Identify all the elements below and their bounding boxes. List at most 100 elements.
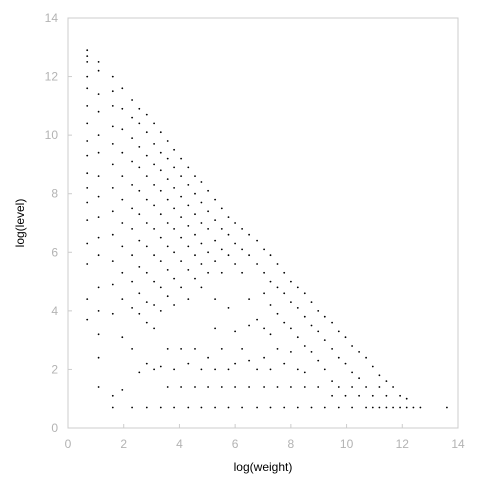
data-point xyxy=(385,394,388,397)
data-point xyxy=(283,271,286,274)
data-point xyxy=(351,345,353,347)
data-point xyxy=(173,207,176,210)
data-point xyxy=(220,248,223,251)
data-point xyxy=(296,286,299,289)
data-point xyxy=(214,298,217,300)
data-point xyxy=(227,216,230,219)
data-point xyxy=(153,143,156,145)
data-point xyxy=(290,301,292,303)
data-point xyxy=(214,260,217,262)
data-point xyxy=(405,406,408,409)
data-point xyxy=(166,269,169,271)
data-point xyxy=(371,365,374,368)
data-point xyxy=(256,239,258,242)
data-point xyxy=(296,406,299,409)
data-point xyxy=(303,315,306,318)
data-point xyxy=(86,140,89,142)
data-point xyxy=(194,233,196,236)
data-point xyxy=(248,359,251,362)
data-point xyxy=(97,69,100,72)
data-point xyxy=(138,146,141,148)
data-point xyxy=(153,280,156,283)
data-point xyxy=(86,87,89,90)
data-point xyxy=(86,172,89,175)
data-point xyxy=(138,312,141,315)
data-point xyxy=(138,122,141,125)
data-point xyxy=(392,406,394,409)
x-tick-label: 12 xyxy=(396,437,410,451)
x-axis: 0 2 4 6 8 10 12 14 xyxy=(65,424,465,451)
data-point xyxy=(234,386,237,388)
data-point xyxy=(173,251,176,254)
data-point xyxy=(97,286,100,289)
data-point xyxy=(145,362,148,365)
data-point xyxy=(248,254,251,257)
data-point xyxy=(111,406,114,409)
data-point xyxy=(86,105,89,107)
data-point xyxy=(200,286,203,289)
data-point xyxy=(111,233,114,236)
data-point xyxy=(131,116,134,119)
data-point xyxy=(86,263,89,265)
data-point xyxy=(290,386,292,388)
y-tick-label: 8 xyxy=(51,187,58,201)
data-point xyxy=(173,166,176,169)
data-point xyxy=(159,151,162,154)
data-point xyxy=(145,113,148,116)
data-point xyxy=(86,298,89,300)
data-point xyxy=(303,345,306,347)
data-point xyxy=(269,333,272,336)
data-point xyxy=(145,321,148,324)
data-point xyxy=(241,406,244,409)
data-point xyxy=(153,368,156,371)
data-point xyxy=(194,277,196,280)
data-point xyxy=(131,160,134,163)
data-point xyxy=(153,304,156,306)
y-axis-label: log(level) xyxy=(13,199,27,248)
data-point xyxy=(180,216,183,219)
data-point xyxy=(263,327,265,330)
data-point xyxy=(283,292,286,295)
data-point xyxy=(276,263,279,265)
data-point xyxy=(145,154,148,157)
data-point xyxy=(227,307,230,309)
data-point xyxy=(310,324,313,327)
data-point xyxy=(121,128,124,131)
data-point xyxy=(187,204,190,207)
data-point xyxy=(200,242,203,245)
data-point xyxy=(385,406,388,409)
data-point xyxy=(145,271,148,274)
data-point xyxy=(187,298,190,300)
data-point xyxy=(214,239,217,242)
data-point xyxy=(131,348,134,350)
data-point xyxy=(194,348,196,350)
data-point xyxy=(86,318,89,321)
data-point xyxy=(187,362,190,365)
data-point xyxy=(97,236,100,239)
y-tick-label: 0 xyxy=(51,421,58,435)
data-point xyxy=(207,356,210,359)
data-point xyxy=(159,236,162,239)
data-point xyxy=(310,301,313,303)
data-point xyxy=(145,222,148,224)
data-point xyxy=(290,280,292,283)
data-point xyxy=(234,263,237,265)
data-point xyxy=(111,90,114,93)
data-point xyxy=(97,356,100,359)
data-point xyxy=(173,368,176,371)
data-point xyxy=(121,175,124,178)
data-point xyxy=(337,330,340,333)
data-point xyxy=(263,386,265,388)
data-point xyxy=(166,386,169,388)
data-point xyxy=(173,187,176,189)
data-point xyxy=(303,371,306,374)
data-point xyxy=(166,295,169,298)
data-point xyxy=(323,315,326,318)
data-point xyxy=(283,321,286,324)
data-point xyxy=(378,406,381,409)
data-point xyxy=(153,204,156,207)
data-point xyxy=(153,163,156,166)
data-point xyxy=(180,157,183,160)
data-point xyxy=(131,137,134,140)
data-point xyxy=(153,184,156,186)
